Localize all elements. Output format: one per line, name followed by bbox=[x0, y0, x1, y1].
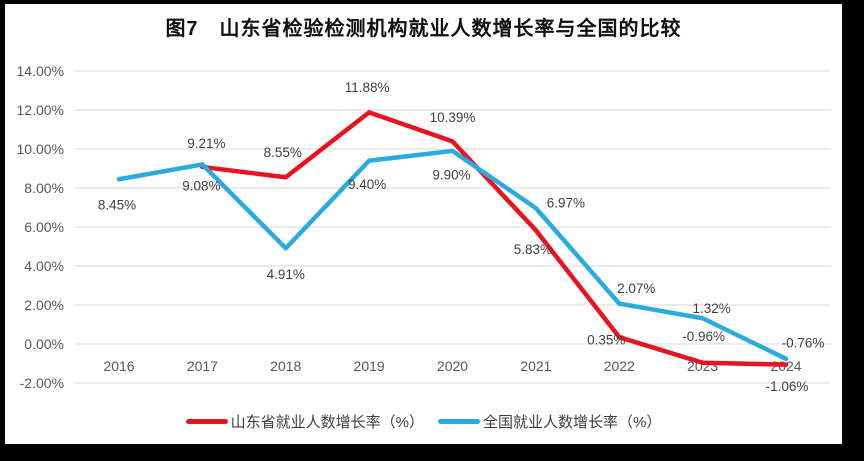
x-tick-label: 2020 bbox=[437, 358, 468, 374]
x-tick-label: 2018 bbox=[270, 358, 301, 374]
data-label: -1.06% bbox=[766, 379, 809, 394]
data-label: 8.55% bbox=[264, 145, 302, 160]
y-tick-label: 10.00% bbox=[17, 141, 64, 157]
data-label: -0.96% bbox=[682, 329, 725, 344]
data-label: 10.39% bbox=[430, 110, 476, 125]
x-tick-label: 2022 bbox=[604, 358, 635, 374]
data-label: 1.32% bbox=[692, 301, 730, 316]
x-tick-label: 2021 bbox=[520, 358, 551, 374]
x-tick-label: 2019 bbox=[354, 358, 385, 374]
chart-area bbox=[5, 4, 842, 444]
legend-item-national: 全国就业人数增长率（%） bbox=[438, 411, 661, 432]
data-label: 8.45% bbox=[98, 198, 136, 213]
chart-title: 图7 山东省检验检测机构就业人数增长率与全国的比较 bbox=[165, 18, 682, 40]
y-tick-label: 6.00% bbox=[24, 219, 64, 235]
series-line-0 bbox=[200, 110, 789, 367]
y-tick-label: -2.00% bbox=[20, 375, 64, 391]
data-label: 2.07% bbox=[617, 281, 655, 296]
data-label: 4.91% bbox=[267, 267, 305, 282]
data-label: 11.88% bbox=[345, 80, 390, 95]
legend-label-shandong: 山东省就业人数增长率（%） bbox=[230, 414, 424, 431]
legend-item-shandong: 山东省就业人数增长率（%） bbox=[185, 411, 424, 432]
series-line-1 bbox=[116, 148, 789, 362]
data-label: 5.83% bbox=[514, 242, 552, 257]
y-tick-label: 8.00% bbox=[24, 180, 64, 196]
data-label: -0.76% bbox=[782, 335, 825, 350]
data-label: 9.90% bbox=[432, 167, 470, 182]
legend: 山东省就业人数增长率（%） 全国就业人数增长率（%） bbox=[5, 411, 842, 432]
legend-swatch-national bbox=[438, 419, 480, 424]
legend-label-national: 全国就业人数增长率（%） bbox=[483, 414, 662, 431]
data-label: 6.97% bbox=[547, 196, 585, 211]
data-label: 9.40% bbox=[348, 177, 386, 192]
y-tick-label: 12.00% bbox=[17, 102, 64, 118]
data-label: 9.08% bbox=[182, 178, 220, 193]
data-label: 0.35% bbox=[587, 333, 625, 348]
y-tick-label: 2.00% bbox=[24, 297, 64, 313]
x-tick-label: 2017 bbox=[187, 358, 218, 374]
legend-swatch-shandong bbox=[185, 419, 228, 424]
y-tick-label: 4.00% bbox=[24, 258, 64, 274]
data-label: 9.21% bbox=[187, 136, 225, 151]
y-tick-label: 0.00% bbox=[24, 336, 64, 352]
x-tick-label: 2016 bbox=[103, 358, 134, 374]
y-tick-label: 14.00% bbox=[17, 63, 64, 79]
